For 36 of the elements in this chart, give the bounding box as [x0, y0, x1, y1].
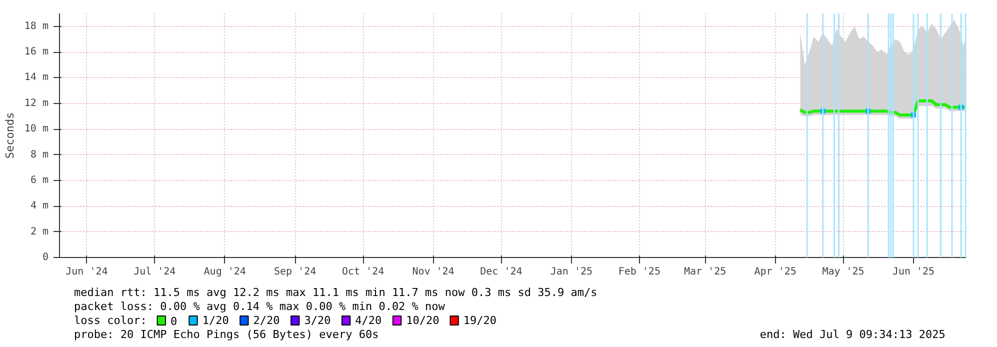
y-tick-label: 2 m — [30, 226, 48, 238]
y-tick-label: 0 — [42, 252, 49, 263]
x-tick-label: Oct '24 — [342, 266, 384, 278]
x-tick-label: Jun '24 — [66, 266, 108, 278]
x-tick-label: Feb '25 — [618, 266, 660, 278]
legend-label: 4/20 — [355, 314, 382, 327]
legend-title: loss color: — [74, 314, 147, 327]
x-tick-label: Dec '24 — [480, 266, 522, 278]
y-axis-title: Seconds — [3, 112, 16, 159]
text: median rtt: 11.5 ms avg 12.2 ms max 11.1 ms min 11.7 ms now 0.3 ms sd 35.9 am/s — [74, 286, 598, 299]
y-tick-label: 10 m — [24, 124, 49, 135]
legend-label: 2/20 — [253, 314, 280, 327]
text: probe: 20 ICMP Echo Pings (56 Bytes) every 60s — [74, 328, 379, 341]
x-tick-label: Aug '24 — [204, 266, 246, 278]
y-tick-label: 4 m — [30, 200, 48, 212]
text: packet loss: 0.00 % avg 0.14 % max 0.00 % min 0.02 % now — [74, 300, 446, 313]
y-tick-label: 18 m — [24, 20, 49, 32]
x-tick-label: Mar '25 — [684, 266, 726, 278]
x-tick-label: Sep '24 — [274, 266, 316, 278]
y-tick-label: 12 m — [24, 98, 49, 109]
legend-label: 19/20 — [463, 314, 497, 327]
x-tick-label: Jan '25 — [550, 266, 593, 278]
y-tick-label: 8 m — [30, 149, 48, 160]
text: end: Wed Jul 9 09:34:13 2025 — [760, 328, 946, 341]
legend-label: 0 — [170, 315, 178, 328]
x-tick-label: May '25 — [822, 266, 864, 278]
x-tick-label: Jul '24 — [134, 266, 176, 278]
y-tick-label: 6 m — [30, 174, 48, 186]
legend-label: 1/20 — [202, 314, 229, 327]
legend-label: 10/20 — [406, 314, 440, 327]
x-tick-label: Nov '24 — [412, 266, 454, 278]
x-tick-label: Apr '25 — [754, 266, 796, 278]
legend-label: 3/20 — [304, 314, 331, 327]
x-tick-label: Jun '25 — [892, 266, 935, 278]
y-tick-label: 14 m — [24, 72, 49, 84]
y-tick-label: 16 m — [24, 46, 49, 58]
